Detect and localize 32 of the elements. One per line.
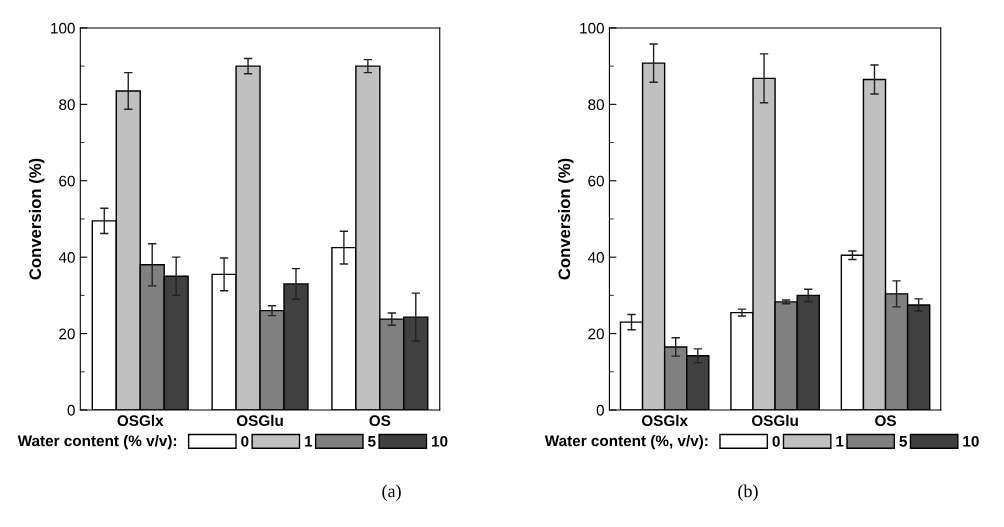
y-tick-label: 0 (67, 404, 75, 416)
x-tick-label: OSGlx (117, 414, 164, 427)
legend-label: 1 (836, 436, 844, 447)
x-tick-label: OS (369, 415, 391, 427)
y-tick-label: 60 (588, 175, 604, 187)
legend-label: 5 (368, 436, 376, 447)
y-tick-label: 60 (59, 175, 75, 187)
y-tick-label: 0 (596, 404, 604, 416)
legend-label: 10 (963, 435, 979, 447)
legend-label: 10 (432, 435, 448, 447)
text: (b) (738, 484, 758, 501)
x-tick-label: OSGlx (641, 414, 688, 427)
y-tick-label: 80 (588, 99, 604, 111)
legend-label: 1 (305, 436, 313, 447)
x-tick-label: OSGlu (751, 414, 798, 427)
y-tick-label: 100 (580, 22, 604, 34)
y-axis-title: Conversion (%) (557, 158, 574, 280)
legend-title: Water content (%, v/v): (544, 435, 708, 450)
legend-label: 0 (772, 435, 780, 447)
y-tick-label: 20 (588, 328, 604, 340)
x-tick-label: OSGlu (236, 414, 283, 427)
x-tick-label: OS (875, 415, 896, 427)
y-tick-label: 80 (59, 99, 75, 111)
legend-label: 0 (241, 435, 249, 447)
y-tick-label: 40 (587, 252, 604, 263)
legend-label: 5 (899, 436, 907, 447)
y-tick-label: 100 (51, 22, 75, 34)
y-tick-label: 40 (58, 252, 75, 263)
y-tick-label: 20 (59, 328, 75, 340)
legend-title: Water content (% v/v): (17, 435, 177, 450)
y-axis-title: Conversion (%) (28, 158, 45, 280)
text: (a) (382, 484, 401, 501)
